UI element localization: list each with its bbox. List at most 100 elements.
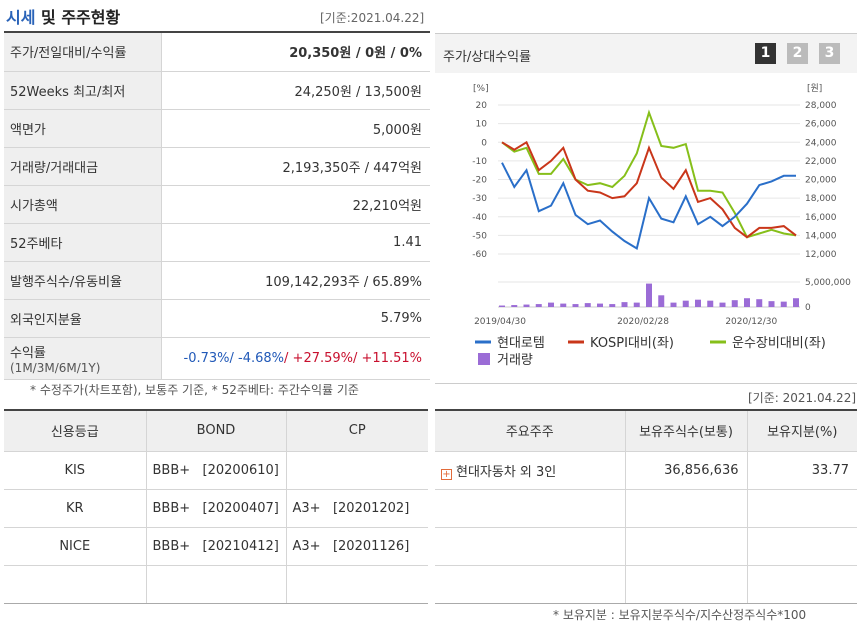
credit-table: 신용등급 BOND CP KIS BBB+ [20200610] KR BBB+… [4, 411, 428, 604]
divider [435, 383, 857, 384]
divider [4, 31, 430, 33]
volume-bar [523, 304, 530, 307]
chart-page-3-button[interactable]: 3 [819, 43, 840, 64]
series-line [501, 162, 796, 250]
volume-bar [646, 283, 652, 307]
volume-bar [633, 302, 640, 307]
right-axis-unit: [원] [807, 83, 822, 94]
table-row: NICE BBB+ [20210412] A3+ [20201126] [4, 527, 428, 566]
legend-label: 운수장비대비(좌) [732, 336, 826, 351]
returns-value: -0.73%/ -4.68%/ +27.59%/ +11.51% [161, 337, 430, 380]
table-row: 외국인지분율 5.79% [4, 299, 430, 338]
ratio-cell: 33.77 [747, 451, 857, 490]
volume-bar [682, 300, 689, 307]
volume-bar [695, 299, 701, 307]
volume-bar [499, 305, 505, 307]
agency-cell: NICE [4, 527, 147, 566]
agency-cell: KIS [4, 451, 147, 490]
cp-cell: A3+ [20201126] [286, 527, 428, 566]
column-header: 주요주주 [435, 411, 626, 452]
volume-bar [584, 303, 591, 307]
volume-tick-label: 0 [805, 303, 811, 313]
left-tick-label: 10 [476, 120, 488, 130]
base-date: [기준:2021.04.22] [320, 11, 425, 25]
row-label: 발행주식수/유동비율 [4, 261, 162, 300]
shares-cell: 36,856,636 [625, 451, 748, 490]
column-header: 보유주식수(보통) [625, 411, 748, 452]
volume-bar [621, 302, 628, 307]
left-axis-unit: [%] [473, 84, 489, 94]
column-header: BOND [146, 411, 287, 452]
table-row: KR BBB+ [20200407] A3+ [20201202] [4, 489, 428, 528]
volume-bar [719, 302, 726, 307]
chart-title: 주가/상대수익률 [443, 50, 532, 65]
left-tick-label: 0 [481, 138, 487, 148]
chart-page-1-button[interactable]: 1 [755, 43, 776, 64]
shareholder-note: * 보유지분 : 보유지분주식수/지수산정주식수*100 [553, 608, 807, 622]
row-value: 109,142,293주 / 65.89% [161, 261, 430, 300]
left-tick-label: -60 [472, 250, 487, 260]
row-value: 22,210억원 [161, 185, 430, 224]
table-row [435, 527, 857, 566]
bond-cell: BBB+ [20210412] [146, 527, 287, 566]
divider [4, 409, 428, 411]
series-line [501, 140, 797, 239]
volume-bar [756, 299, 763, 307]
table-row [4, 565, 428, 604]
right-tick-label: 24,000 [805, 138, 837, 148]
row-value: 24,250원 / 13,500원 [161, 71, 430, 110]
x-tick-label: 2019/04/30 [474, 317, 526, 327]
table-header-row: 신용등급 BOND CP [4, 411, 428, 452]
left-tick-label: -20 [472, 176, 487, 186]
volume-bar [560, 303, 567, 307]
cp-cell: A3+ [20201202] [286, 489, 428, 528]
chart-page-2-button[interactable]: 2 [787, 43, 808, 64]
table-row [435, 489, 857, 528]
volume-bar [548, 302, 554, 307]
table-header-row: 주요주주 보유주식수(보통) 보유지분(%) [435, 411, 857, 452]
table-row [435, 565, 857, 604]
volume-bar [744, 298, 750, 307]
right-tick-label: 18,000 [805, 194, 837, 204]
volume-bar [780, 301, 787, 307]
right-tick-label: 12,000 [805, 250, 837, 260]
divider [4, 603, 428, 604]
volume-bar [511, 305, 518, 307]
left-tick-label: 20 [476, 101, 488, 111]
table-row: 주가/전일대비/수익률 20,350원 / 0원 / 0% [4, 33, 430, 72]
row-value: 20,350원 / 0원 / 0% [161, 33, 430, 72]
volume-tick-label: 5,000,000 [805, 278, 851, 288]
table-row: 발행주식수/유동비율 109,142,293주 / 65.89% [4, 261, 430, 300]
price-table: 주가/전일대비/수익률 20,350원 / 0원 / 0% 52Weeks 최고… [4, 33, 430, 380]
bond-cell: BBB+ [20200407] [146, 489, 287, 528]
bond-cell: BBB+ [20200610] [146, 451, 287, 490]
series-line [501, 109, 797, 239]
row-label: 주가/전일대비/수익률 [4, 33, 162, 72]
row-label: 거래량/거래대금 [4, 147, 162, 186]
expand-icon[interactable]: + [441, 468, 452, 480]
volume-bar [731, 300, 738, 307]
left-tick-label: -40 [472, 213, 487, 223]
legend-label: KOSPI대비(좌) [590, 336, 674, 351]
right-tick-label: 20,000 [805, 176, 837, 186]
right-tick-label: 26,000 [805, 120, 837, 130]
table-row: 52주베타 1.41 [4, 223, 430, 262]
divider [435, 603, 857, 604]
volume-bar [707, 300, 714, 307]
agency-cell: KR [4, 489, 147, 528]
column-header: 신용등급 [4, 411, 147, 452]
volume-bar [609, 304, 616, 307]
table-row: 시가총액 22,210억원 [4, 185, 430, 224]
row-value: 5,000원 [161, 109, 430, 148]
shareholder-name-cell[interactable]: + 현대자동차 외 3인 [435, 451, 626, 490]
row-label: 수익률 (1M/3M/6M/1Y) [4, 337, 162, 380]
price-note: * 수정주가(차트포함), 보통주 기준, * 52주베타: 주간수익률 기준 [30, 383, 359, 397]
volume-bar [793, 298, 799, 307]
right-tick-label: 14,000 [805, 231, 837, 241]
right-tick-label: 22,000 [805, 157, 837, 167]
table-row: 52Weeks 최고/최저 24,250원 / 13,500원 [4, 71, 430, 110]
row-value: 1.41 [161, 223, 430, 262]
table-row: KIS BBB+ [20200610] [4, 451, 428, 490]
table-row: 수익률 (1M/3M/6M/1Y) -0.73%/ -4.68%/ +27.59%… [4, 337, 430, 380]
legend-label: 거래량 [497, 353, 533, 368]
